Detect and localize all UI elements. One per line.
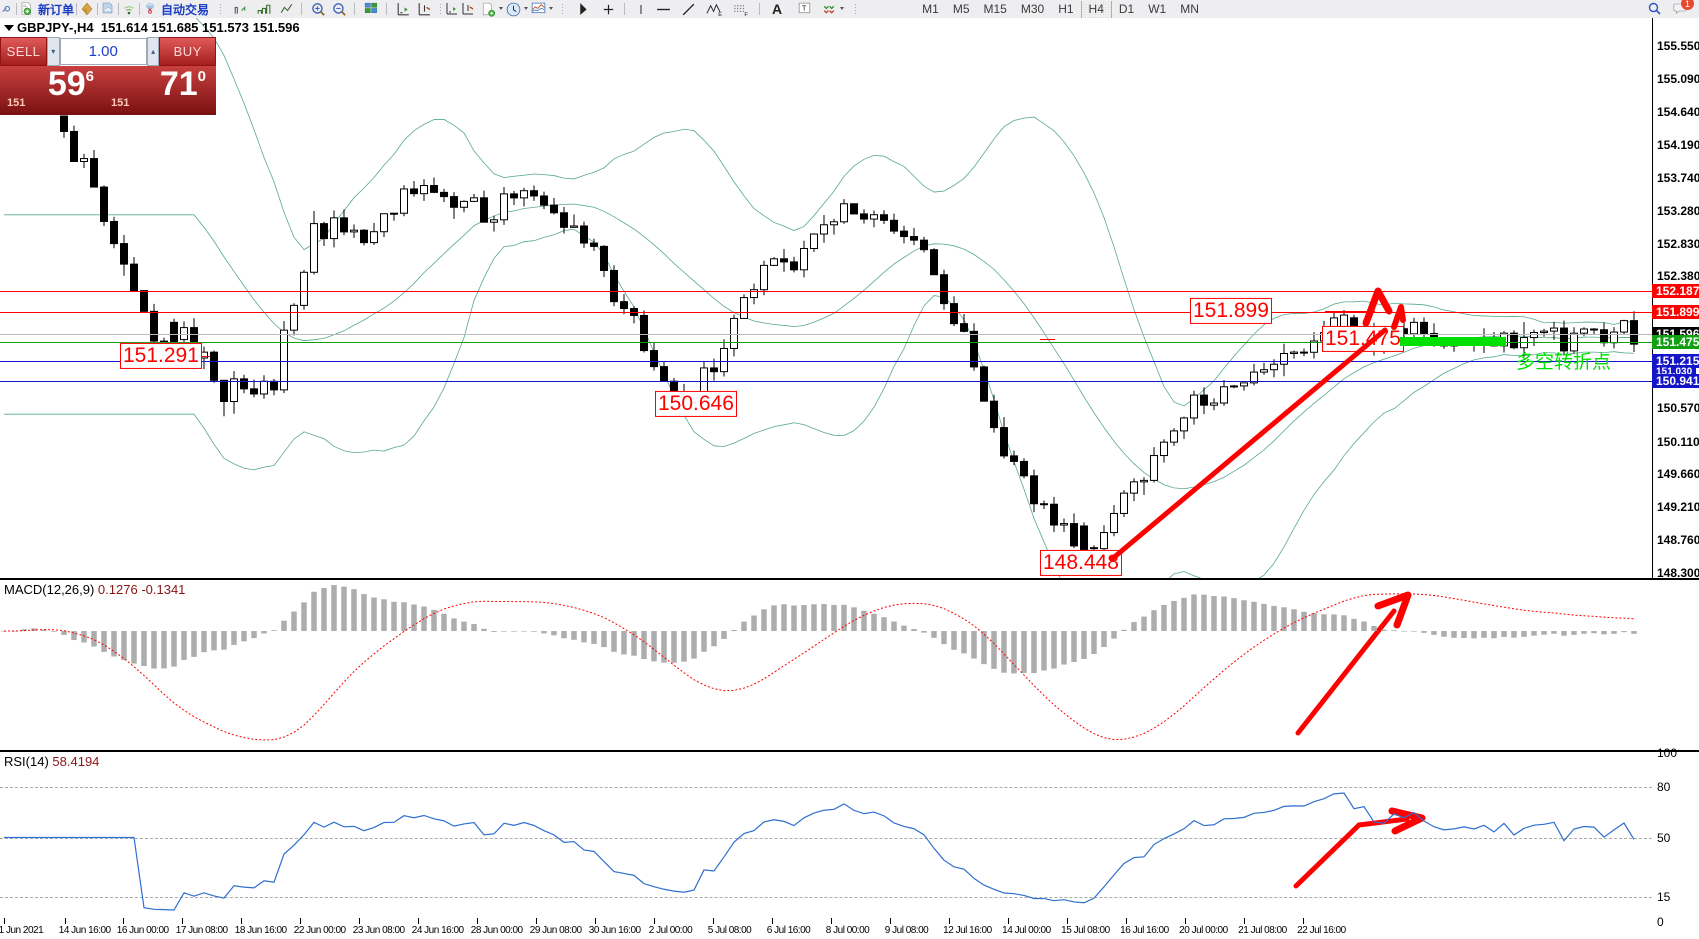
svg-text:E: E	[718, 12, 722, 18]
svg-text:T: T	[802, 3, 807, 12]
svg-text:F: F	[744, 12, 748, 18]
